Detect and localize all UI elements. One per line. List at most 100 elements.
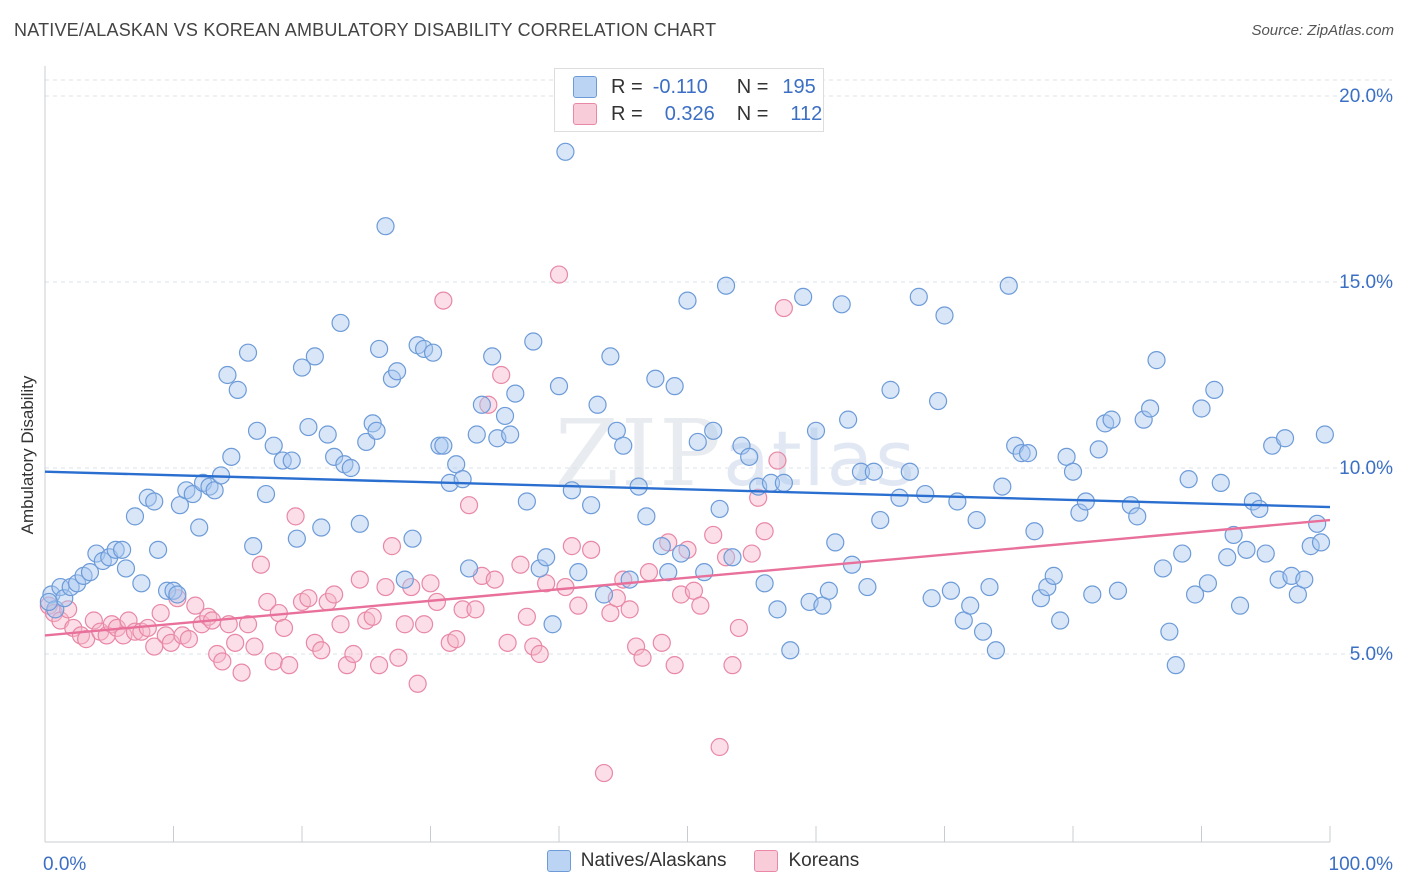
legend-item-koreans[interactable]: Koreans (754, 850, 859, 872)
point-natives (331, 313, 350, 333)
legend-item-natives[interactable]: Natives/Alaskans (546, 850, 727, 872)
point-koreans (337, 656, 357, 675)
point-natives (1166, 656, 1185, 675)
point-natives (723, 548, 742, 567)
point-koreans (59, 600, 78, 619)
point-natives (39, 592, 58, 612)
point-koreans (84, 611, 103, 630)
point-koreans (626, 637, 646, 656)
point-natives (1256, 544, 1275, 563)
point-natives (1083, 585, 1102, 604)
point-natives (900, 462, 919, 481)
point-natives (755, 574, 774, 593)
point-koreans (434, 291, 453, 310)
point-natives (157, 581, 177, 600)
point-natives (376, 217, 395, 236)
point-natives (506, 384, 525, 403)
point-natives (453, 470, 472, 489)
point-natives (858, 577, 877, 597)
point-koreans (530, 644, 549, 664)
point-natives (704, 421, 723, 440)
point-natives (1218, 548, 1237, 567)
y-tick-label: 15.0% (1339, 272, 1393, 293)
point-natives (652, 537, 671, 556)
trend-line-natives (44, 470, 1331, 509)
point-koreans (344, 644, 363, 664)
legend-label-natives: Natives/Alaskans (580, 850, 727, 871)
y-tick-label: 10.0% (1339, 458, 1393, 479)
point-natives (395, 570, 414, 589)
point-koreans (691, 596, 710, 615)
legend-series: Natives/Alaskans Koreans (0, 850, 1406, 872)
legend-r-value: 0.326 (664, 102, 715, 125)
point-natives (665, 377, 684, 396)
point-koreans (485, 570, 504, 589)
point-natives (832, 295, 851, 314)
point-natives (80, 563, 100, 582)
point-koreans (138, 618, 157, 638)
point-natives (1250, 499, 1269, 519)
point-natives (495, 406, 515, 426)
point-natives (980, 577, 999, 597)
point-natives (1147, 351, 1166, 370)
point-koreans (245, 637, 264, 656)
point-koreans (305, 633, 324, 652)
point-koreans (498, 633, 517, 652)
point-natives (839, 410, 858, 429)
point-koreans (232, 663, 251, 682)
point-natives (106, 540, 125, 559)
point-natives (341, 458, 360, 478)
point-natives (434, 436, 453, 455)
point-natives (781, 641, 800, 660)
legend-row-natives: R = -0.110 N = 195 (573, 74, 816, 100)
point-natives (55, 589, 74, 608)
series-koreans (39, 265, 793, 783)
x-tick-label-min: 0.0% (43, 854, 86, 875)
point-natives (1102, 410, 1121, 429)
point-natives (1018, 444, 1038, 463)
point-koreans (389, 648, 408, 667)
point-natives (357, 432, 376, 452)
point-koreans (350, 570, 369, 589)
legend-swatch-blue (546, 850, 571, 872)
point-natives (594, 585, 614, 604)
point-natives (148, 540, 168, 559)
point-koreans (238, 615, 258, 634)
point-koreans (363, 607, 382, 626)
point-koreans (213, 652, 232, 671)
trend-lines (44, 470, 1331, 637)
point-koreans (151, 603, 170, 623)
point-koreans (569, 596, 588, 615)
point-natives (112, 540, 132, 559)
point-natives (247, 421, 267, 440)
point-natives (637, 507, 656, 526)
legend-swatch-pink (754, 850, 779, 872)
watermark-light: atlas (723, 414, 917, 503)
tick-labels: 5.0% 10.0% 15.0% 20.0% 0.0% 100.0% (43, 86, 1393, 875)
legend-n-label: N = (736, 75, 769, 98)
point-koreans (312, 641, 331, 660)
point-koreans (479, 395, 498, 414)
point-natives (1315, 425, 1334, 444)
point-natives (370, 339, 389, 359)
point-natives (1224, 525, 1243, 545)
point-natives (678, 291, 697, 310)
legend-r-label: R = (611, 102, 643, 125)
point-natives (387, 362, 407, 381)
point-natives (430, 436, 449, 455)
point-natives (549, 377, 569, 396)
legend-n-value: 112 (790, 102, 823, 125)
point-koreans (286, 507, 305, 526)
point-koreans (620, 600, 639, 619)
point-natives (993, 477, 1012, 496)
point-natives (1044, 566, 1063, 585)
point-koreans (376, 577, 395, 597)
point-natives (467, 425, 486, 444)
x-tick-label-max: 100.0% (1329, 854, 1394, 875)
point-koreans (280, 656, 299, 675)
point-natives (1308, 514, 1327, 533)
point-koreans (774, 298, 793, 318)
point-natives (986, 641, 1006, 660)
point-natives (1012, 444, 1031, 463)
